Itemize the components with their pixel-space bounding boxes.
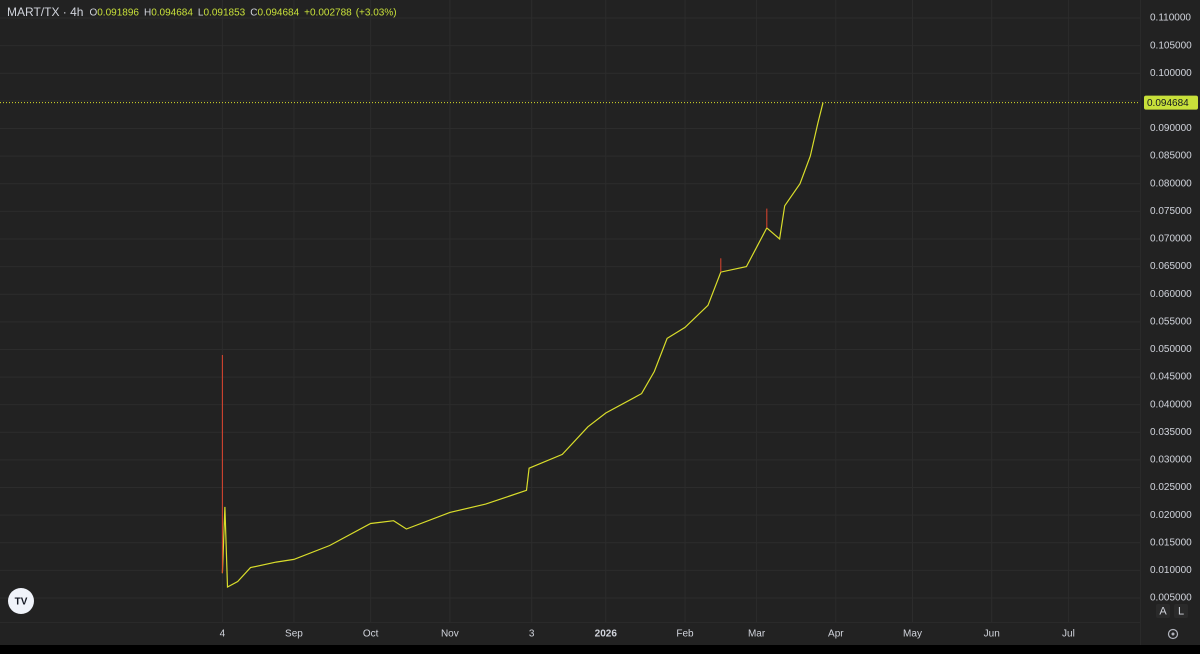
ohlc-value: 0.091853 [203,8,245,19]
tv-logo: TV [8,588,34,614]
scale-button[interactable] [1156,604,1170,618]
x-tick-label: Jul [1062,629,1075,640]
y-tick-label: 0.060000 [1150,289,1192,300]
y-tick-label: 0.040000 [1150,399,1192,410]
y-tick-label: 0.055000 [1150,316,1192,327]
ohlc-value: 0.094684 [257,8,299,19]
x-tick-label: Oct [363,629,379,640]
settings-icon[interactable] [1167,628,1179,640]
y-tick-label: 0.030000 [1150,455,1192,466]
x-tick-label: 4 [220,629,226,640]
change-percent: (+3.03%) [356,8,397,19]
x-tick-label: 2026 [595,629,618,640]
y-tick-label: 0.065000 [1150,261,1192,272]
scale-button[interactable] [1174,604,1188,618]
y-tick-label: 0.010000 [1150,565,1192,576]
y-tick-label: 0.105000 [1150,40,1192,51]
svg-text:TV: TV [15,597,28,608]
y-tick-label: 0.005000 [1150,593,1192,604]
y-tick-label: 0.080000 [1150,178,1192,189]
symbol: MART/TX · 4h [7,5,83,19]
ohlc-key: C [250,8,257,19]
change: +0.002788 [304,8,352,19]
y-tick-label: 0.035000 [1150,427,1192,438]
x-tick-label: Mar [748,629,766,640]
ohlc-key: O [89,8,97,19]
y-tick-label: 0.090000 [1150,123,1192,134]
ohlc-value: 0.094684 [151,8,193,19]
y-tick-label: 0.020000 [1150,510,1192,521]
x-tick-label: Feb [676,629,694,640]
x-tick-label: Sep [285,629,303,640]
scale-button-label[interactable]: A [1159,605,1167,617]
ohlc-value: 0.091896 [97,8,139,19]
x-tick-label: Jun [984,629,1000,640]
y-tick-label: 0.045000 [1150,372,1192,383]
x-tick-label: May [903,629,922,640]
y-tick-label: 0.070000 [1150,234,1192,245]
y-tick-label: 0.100000 [1150,68,1192,79]
x-tick-label: Apr [828,629,844,640]
x-tick-label: 3 [529,629,535,640]
y-tick-label: 0.085000 [1150,151,1192,162]
price-line [221,102,824,588]
y-tick-label: 0.050000 [1150,344,1192,355]
last-price-box [1144,95,1198,110]
last-price-label: 0.094684 [1147,98,1189,109]
y-tick-label: 0.110000 [1150,13,1191,24]
x-tick-label: Nov [441,629,459,640]
y-tick-label: 0.075000 [1150,206,1192,217]
ohlc-key: L [198,8,204,19]
y-tick-label: 0.025000 [1150,482,1192,493]
y-tick-label: 0.015000 [1150,537,1192,548]
ohlc-key: H [144,8,151,19]
scale-button-label[interactable]: L [1178,605,1184,617]
